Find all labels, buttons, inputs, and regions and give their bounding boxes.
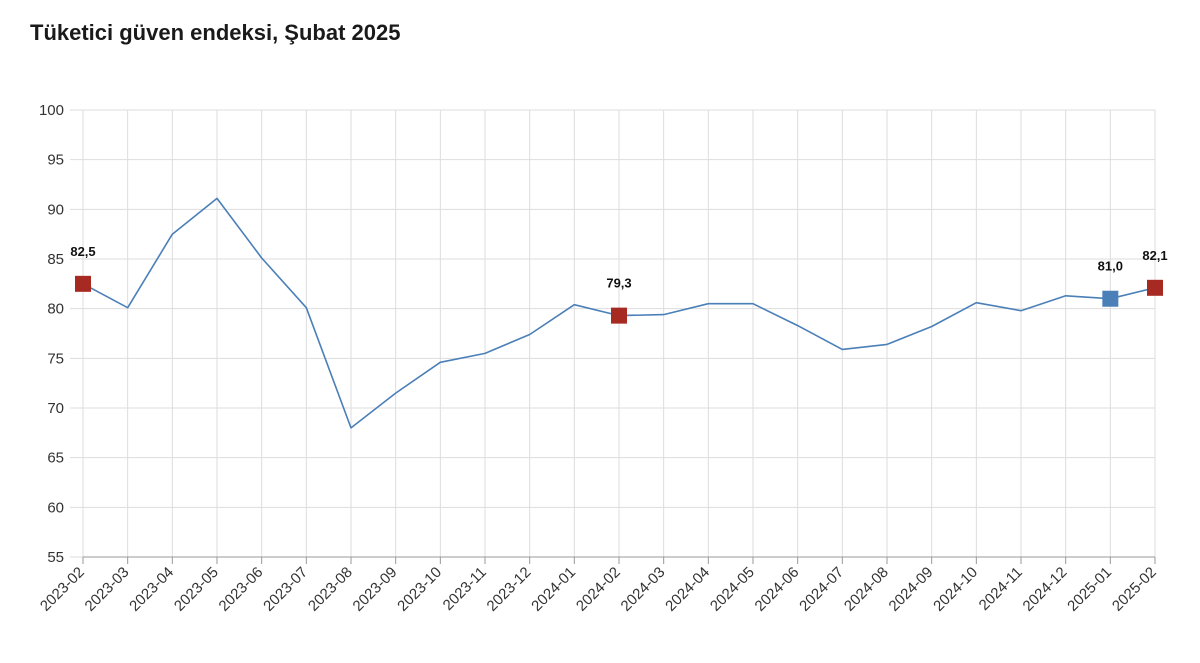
y-tick-label: 75 [47,350,64,367]
x-tick-label: 2023-07 [260,564,311,615]
x-tick-label: 2024-07 [796,564,847,615]
data-label: 82,1 [1142,248,1167,263]
x-tick-label: 2023-04 [126,564,177,615]
x-tick-label: 2023-12 [484,564,535,615]
y-tick-label: 95 [47,152,64,169]
x-tick-label: 2024-12 [1020,564,1071,615]
data-label: 82,5 [70,244,95,259]
x-tick-label: 2024-03 [618,564,669,615]
chart-title: Tüketici güven endeksi, Şubat 2025 [30,20,401,45]
x-tick-label: 2024-06 [752,564,803,615]
data-label: 79,3 [606,276,631,291]
y-tick-label: 65 [47,450,64,467]
y-tick-label: 60 [47,499,64,516]
x-tick-label: 2024-09 [886,564,937,615]
x-tick-label: 2024-04 [662,564,713,615]
x-tick-label: 2023-06 [216,564,267,615]
x-tick-label: 2023-09 [350,564,401,615]
x-tick-label: 2024-05 [707,564,758,615]
y-tick-label: 80 [47,301,64,318]
data-label: 81,0 [1098,259,1123,274]
x-tick-label: 2023-11 [440,564,490,614]
y-tick-label: 85 [47,251,64,268]
x-tick-label: 2025-01 [1064,564,1115,615]
y-tick-label: 70 [47,400,64,417]
highlight-marker [1147,279,1163,296]
x-tick-label: 2024-08 [841,564,892,615]
y-tick-label: 55 [47,549,64,566]
y-tick-label: 100 [39,102,64,119]
marker-layer [75,275,1163,324]
x-tick-label: 2024-02 [573,564,624,615]
x-tick-label: 2023-08 [305,564,356,615]
x-tick-label: 2023-02 [37,564,88,615]
x-tick-label: 2025-02 [1109,564,1160,615]
highlight-marker [75,275,91,292]
data-label-layer: 82,5 79,3 81,0 82,1 [70,244,1167,291]
x-tick-label: 2023-03 [82,564,133,615]
highlight-marker [1102,290,1119,307]
x-tick-label: 2023-05 [171,564,222,615]
x-tick-label: 2024-10 [930,564,981,615]
x-tick-label: 2024-11 [976,564,1026,614]
highlight-marker [611,307,627,324]
x-tick-label: 2023-10 [394,564,445,615]
x-tick-label: 2024-01 [528,564,579,615]
grid-layer [70,109,1156,558]
y-tick-label: 90 [47,201,64,218]
